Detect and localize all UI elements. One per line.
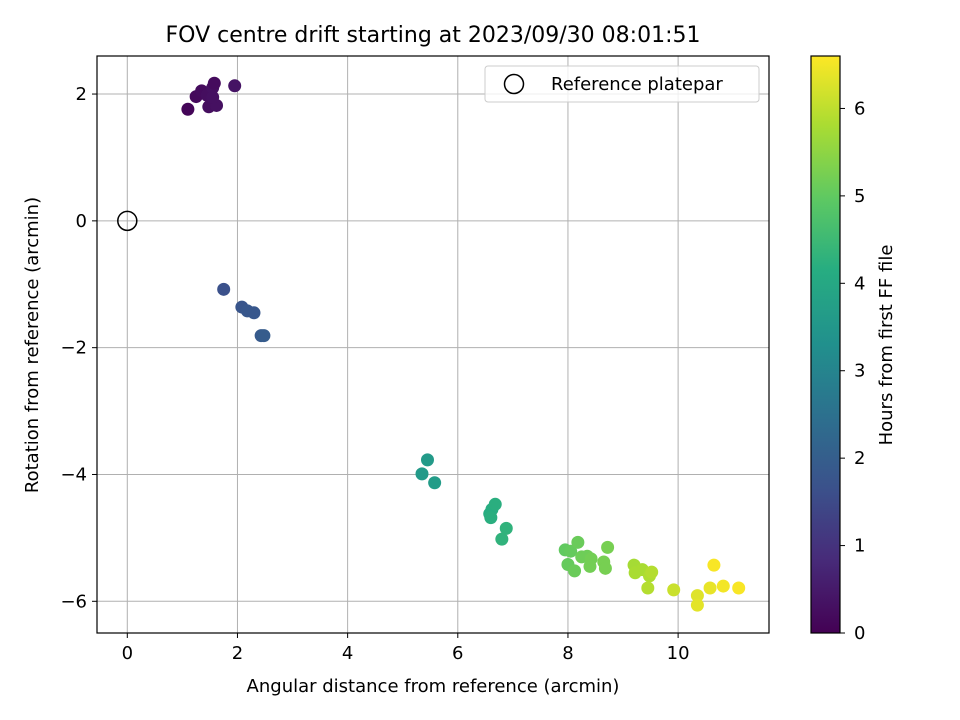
legend-entry-reference: Reference platepar xyxy=(551,74,723,95)
chart-title: FOV centre drift starting at 2023/09/30 … xyxy=(166,23,701,48)
colorbar-ticks: 0 1 2 3 4 5 6 xyxy=(840,98,865,644)
data-points xyxy=(181,76,746,612)
y-tick-label: 2 xyxy=(76,84,87,105)
data-point xyxy=(247,306,261,320)
data-point xyxy=(601,540,615,554)
plot-area-frame xyxy=(96,55,770,634)
colorbar-tick-label: 4 xyxy=(854,273,865,294)
data-point xyxy=(583,559,597,573)
x-tick-label: 6 xyxy=(452,643,463,664)
data-point xyxy=(703,581,717,595)
data-point xyxy=(499,521,513,535)
x-tick-label: 2 xyxy=(232,643,243,664)
data-point xyxy=(495,532,509,546)
colorbar-tick-label: 5 xyxy=(854,186,865,207)
data-point xyxy=(598,561,612,575)
data-point xyxy=(257,329,271,343)
data-point xyxy=(420,453,434,467)
data-point xyxy=(667,583,681,597)
data-point xyxy=(571,535,585,549)
colorbar-tick-label: 6 xyxy=(854,98,865,119)
colorbar-label: Hours from first FF file xyxy=(876,245,897,446)
reference-platepar-marker xyxy=(117,210,138,232)
legend-box xyxy=(484,65,760,103)
colorbar xyxy=(810,55,841,634)
legend-reference-marker xyxy=(503,73,525,95)
x-axis-label: Angular distance from reference (arcmin) xyxy=(247,676,620,697)
data-point xyxy=(484,511,498,525)
data-point xyxy=(568,564,582,578)
y-tick-label: 0 xyxy=(76,211,87,232)
colorbar-tick-label: 0 xyxy=(854,623,865,644)
legend: Reference platepar xyxy=(484,65,760,103)
data-point xyxy=(707,558,721,572)
reference-marker-group xyxy=(117,210,138,232)
colorbar-tick-label: 3 xyxy=(854,361,865,382)
data-point xyxy=(415,467,429,481)
data-point xyxy=(488,497,502,511)
grid xyxy=(97,56,769,633)
data-point xyxy=(428,476,442,490)
data-point xyxy=(228,79,242,93)
data-point xyxy=(207,76,221,90)
data-point xyxy=(716,579,730,593)
data-point xyxy=(206,90,220,104)
axis-ticks: 0 2 4 6 8 10 −6 −4 −2 0 2 xyxy=(60,84,689,664)
x-tick-label: 10 xyxy=(667,643,690,664)
data-point xyxy=(690,598,704,612)
data-point xyxy=(217,282,231,296)
x-tick-label: 0 xyxy=(122,643,133,664)
y-tick-label: −6 xyxy=(60,591,87,612)
colorbar-tick-label: 2 xyxy=(854,448,865,469)
colorbar-tick-label: 1 xyxy=(854,536,865,557)
data-point xyxy=(645,565,659,579)
data-point xyxy=(732,581,746,595)
x-tick-label: 8 xyxy=(562,643,573,664)
data-point xyxy=(181,102,195,116)
x-tick-label: 4 xyxy=(342,643,353,664)
data-point xyxy=(564,544,578,558)
data-point xyxy=(641,581,655,595)
y-tick-label: −2 xyxy=(60,338,87,359)
data-point xyxy=(690,589,704,603)
y-axis-label: Rotation from reference (arcmin) xyxy=(22,197,43,493)
y-tick-label: −4 xyxy=(60,464,87,485)
